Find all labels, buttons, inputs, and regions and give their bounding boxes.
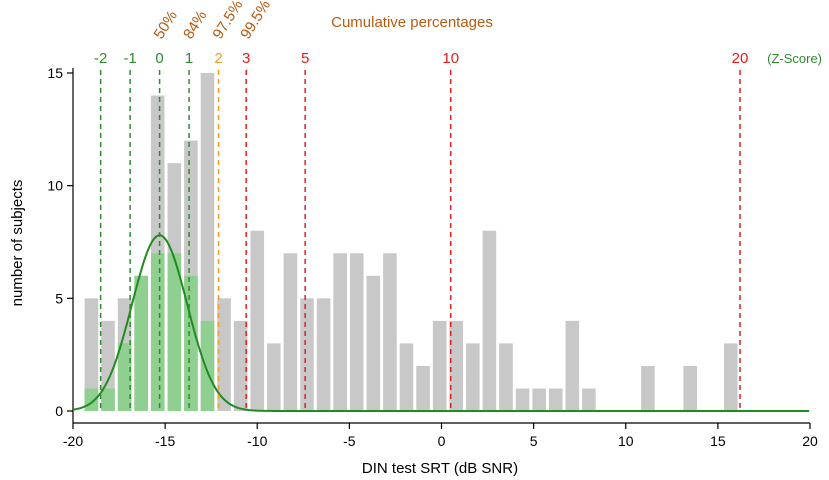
y-axis-label: number of subjects bbox=[9, 180, 26, 307]
gray-bar-24 bbox=[483, 231, 497, 411]
percent-label-0: 50% bbox=[151, 8, 181, 42]
z-score-label: (Z-Score) bbox=[767, 51, 822, 66]
green-bar-2 bbox=[118, 343, 132, 411]
gray-bar-32 bbox=[683, 366, 697, 411]
gray-bar-16 bbox=[350, 253, 364, 411]
green-bar-1 bbox=[101, 388, 115, 411]
gray-bar-23 bbox=[466, 343, 480, 411]
green-bar-3 bbox=[134, 276, 148, 411]
gray-bar-27 bbox=[532, 388, 546, 411]
gray-bar-25 bbox=[499, 343, 513, 411]
y-tick-label-3: 15 bbox=[47, 65, 63, 81]
green-bar-6 bbox=[184, 276, 198, 411]
z-label-4: 2 bbox=[214, 50, 222, 67]
gray-bar-17 bbox=[367, 276, 381, 411]
gray-bar-28 bbox=[549, 388, 563, 411]
gray-bar-13 bbox=[300, 298, 314, 411]
gray-bar-30 bbox=[582, 388, 596, 411]
gray-bar-26 bbox=[516, 388, 530, 411]
gray-bars-group bbox=[85, 73, 738, 411]
gray-bar-12 bbox=[284, 253, 298, 411]
gray-bar-14 bbox=[317, 298, 331, 411]
z-label-3: 1 bbox=[185, 50, 193, 67]
y-tick-label-0: 0 bbox=[55, 403, 63, 419]
x-tick-label-4: 0 bbox=[438, 433, 446, 449]
x-tick-label-8: 20 bbox=[802, 433, 818, 449]
gray-bar-11 bbox=[267, 343, 281, 411]
z-label-5: 3 bbox=[242, 50, 250, 67]
gray-bar-29 bbox=[566, 321, 580, 411]
green-bar-7 bbox=[201, 321, 215, 411]
gray-bar-9 bbox=[234, 321, 248, 411]
z-label-0: -2 bbox=[94, 50, 107, 67]
gray-bar-10 bbox=[250, 231, 264, 411]
x-tick-label-0: -20 bbox=[63, 433, 83, 449]
gray-bar-18 bbox=[383, 253, 397, 411]
x-tick-label-1: -15 bbox=[155, 433, 175, 449]
y-tick-label-1: 5 bbox=[55, 290, 63, 306]
green-bar-4 bbox=[151, 253, 165, 411]
z-label-1: -1 bbox=[123, 50, 136, 67]
z-label-2: 0 bbox=[155, 50, 163, 67]
y-tick-label-2: 10 bbox=[47, 178, 63, 194]
x-tick-label-6: 10 bbox=[618, 433, 634, 449]
cumulative-title: Cumulative percentages bbox=[331, 14, 493, 31]
x-tick-label-3: -5 bbox=[343, 433, 356, 449]
x-tick-label-2: -10 bbox=[247, 433, 267, 449]
gray-bar-33 bbox=[724, 343, 738, 411]
gray-bar-20 bbox=[416, 366, 430, 411]
x-axis-label: DIN test SRT (dB SNR) bbox=[362, 460, 518, 477]
x-tick-label-7: 15 bbox=[710, 433, 726, 449]
gray-bar-21 bbox=[433, 321, 447, 411]
gray-bar-31 bbox=[641, 366, 655, 411]
z-label-6: 5 bbox=[301, 50, 309, 67]
x-tick-label-5: 5 bbox=[530, 433, 538, 449]
chart: -2 -1 0 1 2 3 5 10 2050% 84% 97.5%99.5% -20 -15 -10-… bbox=[0, 0, 829, 480]
z-label-8: 20 bbox=[732, 50, 749, 67]
percent-label-1: 84% bbox=[180, 8, 210, 42]
gray-bar-19 bbox=[400, 343, 414, 411]
gray-bar-15 bbox=[333, 253, 347, 411]
z-label-7: 10 bbox=[442, 50, 459, 67]
gray-bar-22 bbox=[449, 321, 463, 411]
